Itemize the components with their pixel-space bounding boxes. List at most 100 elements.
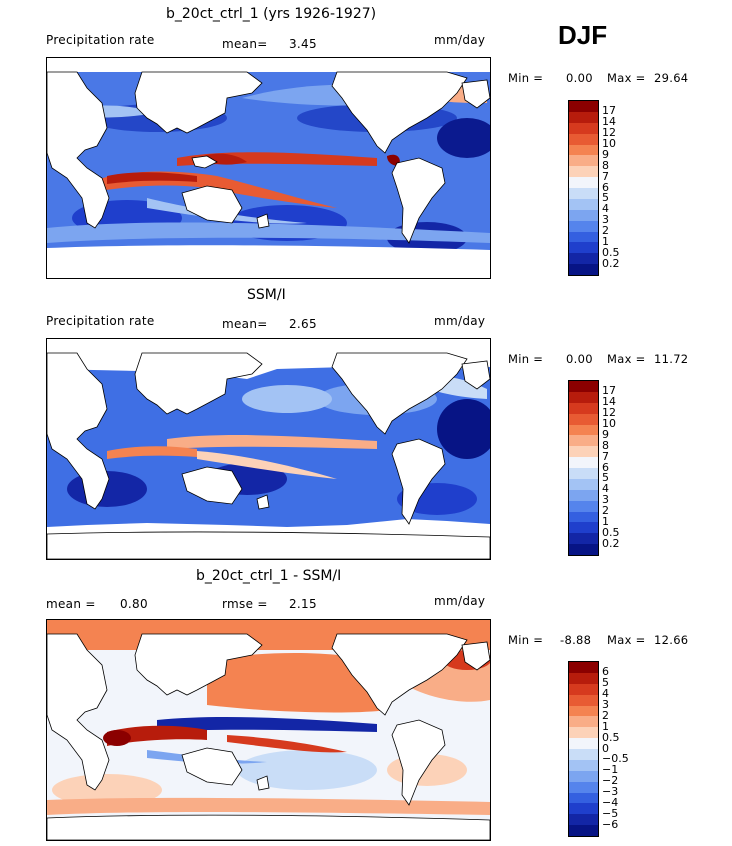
colorbar-tick-label: 0.2 bbox=[602, 256, 620, 270]
colorbar-segment bbox=[569, 478, 598, 490]
colorbar-tick-label: 0.5 bbox=[602, 245, 620, 259]
colorbar-segment bbox=[569, 122, 598, 134]
panel-1-units: mm/day bbox=[434, 33, 486, 47]
panel-1-max-value: 29.64 bbox=[654, 71, 689, 85]
colorbar-segment bbox=[569, 803, 598, 815]
panel-3-max-value: 12.66 bbox=[654, 633, 689, 647]
colorbar-segment bbox=[569, 446, 598, 458]
colorbar-segment bbox=[569, 402, 598, 414]
colorbar-tick-label: 17 bbox=[602, 384, 616, 398]
panel-1-title: b_20ct_ctrl_1 (yrs 1926-1927) bbox=[166, 6, 377, 22]
colorbar-tick-label: −5 bbox=[602, 806, 619, 820]
colorbar-tick-label: 2 bbox=[602, 504, 609, 517]
panel-1-mean-label: mean= bbox=[222, 37, 268, 51]
panel-3-mean-label: mean = bbox=[46, 597, 96, 611]
global-difference-map-icon bbox=[47, 620, 490, 840]
colorbar-segment bbox=[569, 155, 598, 167]
colorbar-tick-label: 0.2 bbox=[602, 536, 620, 550]
colorbar-tick-label: 8 bbox=[602, 438, 609, 452]
colorbar-segment bbox=[569, 253, 598, 265]
panel-3-min-label: Min = bbox=[508, 633, 544, 647]
colorbar-tick-label: 3 bbox=[602, 213, 609, 227]
colorbar-segment bbox=[569, 144, 598, 156]
colorbar-segment bbox=[569, 770, 598, 782]
colorbar-segment bbox=[569, 749, 598, 760]
colorbar-segment bbox=[569, 792, 598, 804]
panel-1-min-label: Min = bbox=[508, 71, 544, 85]
global-precipitation-map-icon bbox=[47, 339, 490, 559]
colorbar-segment bbox=[569, 231, 598, 243]
colorbar-tick-label: 4 bbox=[602, 482, 609, 496]
colorbar-segment bbox=[569, 177, 598, 188]
colorbar-segment bbox=[569, 424, 598, 436]
colorbar-segment bbox=[569, 166, 598, 178]
colorbar-segment bbox=[569, 522, 598, 534]
colorbar-tick-label: 10 bbox=[602, 137, 616, 150]
colorbar-segment bbox=[569, 683, 598, 695]
panel-2-colorbar bbox=[568, 380, 599, 556]
colorbar-segment bbox=[569, 457, 598, 468]
colorbar-segment bbox=[569, 759, 598, 771]
panel-3-min-value: -8.88 bbox=[560, 633, 592, 647]
colorbar-segment bbox=[569, 220, 598, 232]
colorbar-tick-label: 7 bbox=[602, 449, 609, 463]
colorbar-tick-label: 10 bbox=[602, 417, 616, 430]
colorbar-tick-label: 12 bbox=[602, 126, 616, 140]
colorbar-segment bbox=[569, 435, 598, 447]
panel-2-units: mm/day bbox=[434, 314, 486, 328]
panel-2-max-label: Max = bbox=[607, 352, 646, 366]
panel-1-map bbox=[46, 57, 491, 279]
panel-3-max-label: Max = bbox=[607, 633, 646, 647]
colorbar-tick-label: 12 bbox=[602, 406, 616, 420]
panel-3-colorbar bbox=[568, 661, 599, 837]
colorbar-segment bbox=[569, 672, 598, 684]
colorbar-tick-label: 6 bbox=[602, 665, 609, 679]
colorbar-tick-label: 1 bbox=[602, 234, 609, 248]
colorbar-tick-label: 1 bbox=[602, 514, 609, 528]
panel-1-colorbar bbox=[568, 100, 599, 276]
colorbar-segment bbox=[569, 242, 598, 254]
colorbar-tick-label: 17 bbox=[602, 104, 616, 118]
panel-1-max-label: Max = bbox=[607, 71, 646, 85]
colorbar-segment bbox=[569, 101, 598, 112]
colorbar-segment bbox=[569, 705, 598, 717]
colorbar-segment bbox=[569, 264, 598, 275]
colorbar-tick-label: −0.5 bbox=[602, 752, 629, 766]
colorbar-tick-label: 9 bbox=[602, 427, 609, 441]
colorbar-tick-label: 5 bbox=[602, 676, 609, 690]
colorbar-segment bbox=[569, 413, 598, 425]
colorbar-tick-label: 0.5 bbox=[602, 730, 620, 744]
panel-3-units: mm/day bbox=[434, 594, 486, 608]
colorbar-tick-label: 4 bbox=[602, 202, 609, 216]
colorbar-tick-label: 5 bbox=[602, 471, 609, 485]
panel-3-rmse-value: 2.15 bbox=[289, 597, 317, 611]
colorbar-tick-label: −3 bbox=[602, 785, 619, 798]
colorbar-tick-label: 4 bbox=[602, 687, 609, 701]
panel-2-variable-label: Precipitation rate bbox=[46, 314, 155, 328]
colorbar-tick-label: −4 bbox=[602, 795, 619, 809]
colorbar-tick-label: 8 bbox=[602, 158, 609, 172]
colorbar-segment bbox=[569, 381, 598, 392]
colorbar-segment bbox=[569, 188, 598, 199]
colorbar-segment bbox=[569, 814, 598, 826]
panel-2-title: SSM/I bbox=[247, 287, 286, 303]
panel-2-map bbox=[46, 338, 491, 560]
colorbar-segment bbox=[569, 500, 598, 512]
panel-2-max-value: 11.72 bbox=[654, 352, 689, 366]
colorbar-segment bbox=[569, 209, 598, 221]
colorbar-tick-label: 2 bbox=[602, 708, 609, 722]
colorbar-tick-label: 14 bbox=[602, 115, 616, 129]
global-precipitation-map-icon bbox=[47, 58, 490, 278]
season-label: DJF bbox=[558, 20, 608, 50]
panel-2-min-value: 0.00 bbox=[566, 352, 593, 366]
colorbar-tick-label: 3 bbox=[602, 493, 609, 507]
colorbar-segment bbox=[569, 111, 598, 123]
colorbar-segment bbox=[569, 391, 598, 403]
colorbar-segment bbox=[569, 133, 598, 145]
colorbar-tick-label: 0 bbox=[602, 741, 609, 755]
colorbar-segment bbox=[569, 662, 598, 673]
colorbar-segment bbox=[569, 489, 598, 501]
colorbar-tick-label: 6 bbox=[602, 460, 609, 474]
colorbar-tick-label: 5 bbox=[602, 191, 609, 205]
colorbar-segment bbox=[569, 468, 598, 479]
